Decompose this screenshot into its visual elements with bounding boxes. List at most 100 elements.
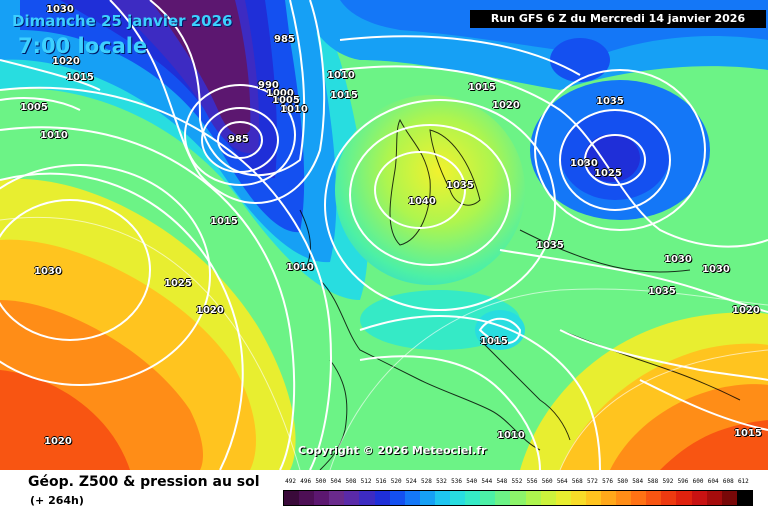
pressure-label: 1015: [468, 82, 496, 93]
scale-swatch: [329, 491, 345, 505]
pressure-label: 1020: [732, 305, 760, 316]
scale-tick-label: 580: [617, 478, 629, 485]
scale-tick-label: 504: [330, 478, 342, 485]
pressure-label: 1020: [196, 305, 224, 316]
pressure-label: 1030: [570, 158, 598, 169]
run-info-banner: Run GFS 6 Z du Mercredi 14 janvier 2026: [470, 10, 766, 28]
pressure-label: 1015: [480, 336, 508, 347]
pressure-label: 1005: [272, 95, 300, 106]
pressure-label: 1010: [286, 262, 314, 273]
scale-tick-label: 604: [707, 478, 719, 485]
pressure-label: 1015: [330, 90, 358, 101]
scale-tick-label: 524: [405, 478, 417, 485]
scale-swatch: [631, 491, 647, 505]
pressure-label: 1015: [66, 72, 94, 83]
scale-tick-label: 608: [722, 478, 734, 485]
scale-tick-label: 592: [662, 478, 674, 485]
scale-swatch: [344, 491, 360, 505]
color-scale-ticks: 492 496 500 504 508 512 516 520 524 528 532 536 540 5…: [283, 478, 751, 490]
scale-swatch: [616, 491, 632, 505]
geopotential-field: [0, 0, 768, 470]
copyright-notice: Copyright © 2026 Meteociel.fr: [298, 444, 487, 457]
scale-swatch: [299, 491, 315, 505]
scale-swatch: [434, 491, 451, 505]
scale-tick-label: 564: [556, 478, 568, 485]
pressure-label: 1035: [536, 240, 564, 251]
forecast-lead-time: (+ 264h): [30, 494, 84, 507]
pressure-label: 985: [274, 34, 295, 45]
scale-tick-label: 556: [526, 478, 538, 485]
scale-swatch: [510, 491, 526, 505]
scale-tick-label: 496: [300, 478, 312, 485]
scale-tick-label: 500: [315, 478, 327, 485]
pressure-label: 1035: [648, 286, 676, 297]
scale-tick-label: 512: [360, 478, 372, 485]
pressure-label: 1015: [734, 428, 762, 439]
scale-tick-label: 560: [541, 478, 553, 485]
z500-contours: [0, 216, 768, 470]
scale-tick-label: 540: [466, 478, 478, 485]
scale-tick-label: 612: [737, 478, 749, 485]
pressure-label: 1020: [492, 100, 520, 111]
pressure-label: 1020: [44, 436, 72, 447]
scale-swatch: [525, 491, 541, 505]
pressure-label: 990: [258, 80, 279, 91]
scale-tick-label: 548: [496, 478, 508, 485]
pressure-label: 1005: [20, 102, 48, 113]
scale-tick-label: 552: [511, 478, 523, 485]
pressure-label: 1000: [266, 88, 294, 99]
pressure-label: 1010: [497, 430, 525, 441]
scale-swatch: [314, 491, 330, 505]
scale-swatch: [676, 491, 692, 505]
forecast-map: Dimanche 25 janvier 2026 7:00 locale Run…: [0, 0, 768, 470]
pressure-label: 1030: [664, 254, 692, 265]
scale-tick-label: 596: [677, 478, 689, 485]
scale-swatch: [450, 491, 466, 505]
scale-tick-label: 600: [692, 478, 704, 485]
scale-swatch: [419, 491, 435, 505]
scale-swatch: [706, 491, 722, 505]
pressure-label: 1035: [446, 180, 474, 191]
scale-tick-label: 492: [285, 478, 296, 485]
scale-tick-label: 508: [345, 478, 357, 485]
scale-tick-label: 572: [587, 478, 598, 485]
scale-swatch: [359, 491, 375, 505]
scale-tick-label: 544: [481, 478, 493, 485]
color-scale: [283, 490, 753, 506]
scale-swatch: [736, 491, 752, 505]
scale-tick-label: 584: [632, 478, 644, 485]
pressure-label: 1025: [164, 278, 192, 289]
scale-swatch: [465, 491, 481, 505]
scale-swatch: [646, 491, 662, 505]
scale-tick-label: 576: [602, 478, 613, 485]
isobars: [0, 0, 768, 470]
scale-tick-label: 536: [451, 478, 462, 485]
pressure-label: 1030: [46, 4, 74, 15]
scale-swatch: [540, 491, 556, 505]
scale-swatch: [555, 491, 571, 505]
legend-title: Géop. Z500 & pression au sol: [28, 474, 260, 490]
scale-swatch: [284, 491, 300, 505]
scale-tick-label: 528: [420, 478, 432, 485]
pressure-label: 1030: [702, 264, 730, 275]
scale-swatch: [661, 491, 677, 505]
scale-swatch: [691, 491, 707, 505]
scale-swatch: [480, 491, 496, 505]
scale-swatch: [404, 491, 420, 505]
scale-tick-label: 588: [647, 478, 659, 485]
pressure-label: 1020: [52, 56, 80, 67]
scale-swatch: [721, 491, 737, 505]
pressure-label: 985: [228, 134, 249, 145]
pressure-label: 1010: [40, 130, 68, 141]
pressure-label: 1010: [327, 70, 355, 81]
forecast-date: Dimanche 25 janvier 2026: [12, 12, 233, 30]
scale-swatch: [600, 491, 617, 505]
forecast-time: 7:00 locale: [18, 34, 148, 58]
pressure-label: 1040: [408, 196, 436, 207]
scale-swatch: [495, 491, 511, 505]
scale-tick-label: 532: [436, 478, 447, 485]
pressure-label: 1030: [34, 266, 62, 277]
scale-swatch: [570, 491, 586, 505]
scale-swatch: [389, 491, 405, 505]
